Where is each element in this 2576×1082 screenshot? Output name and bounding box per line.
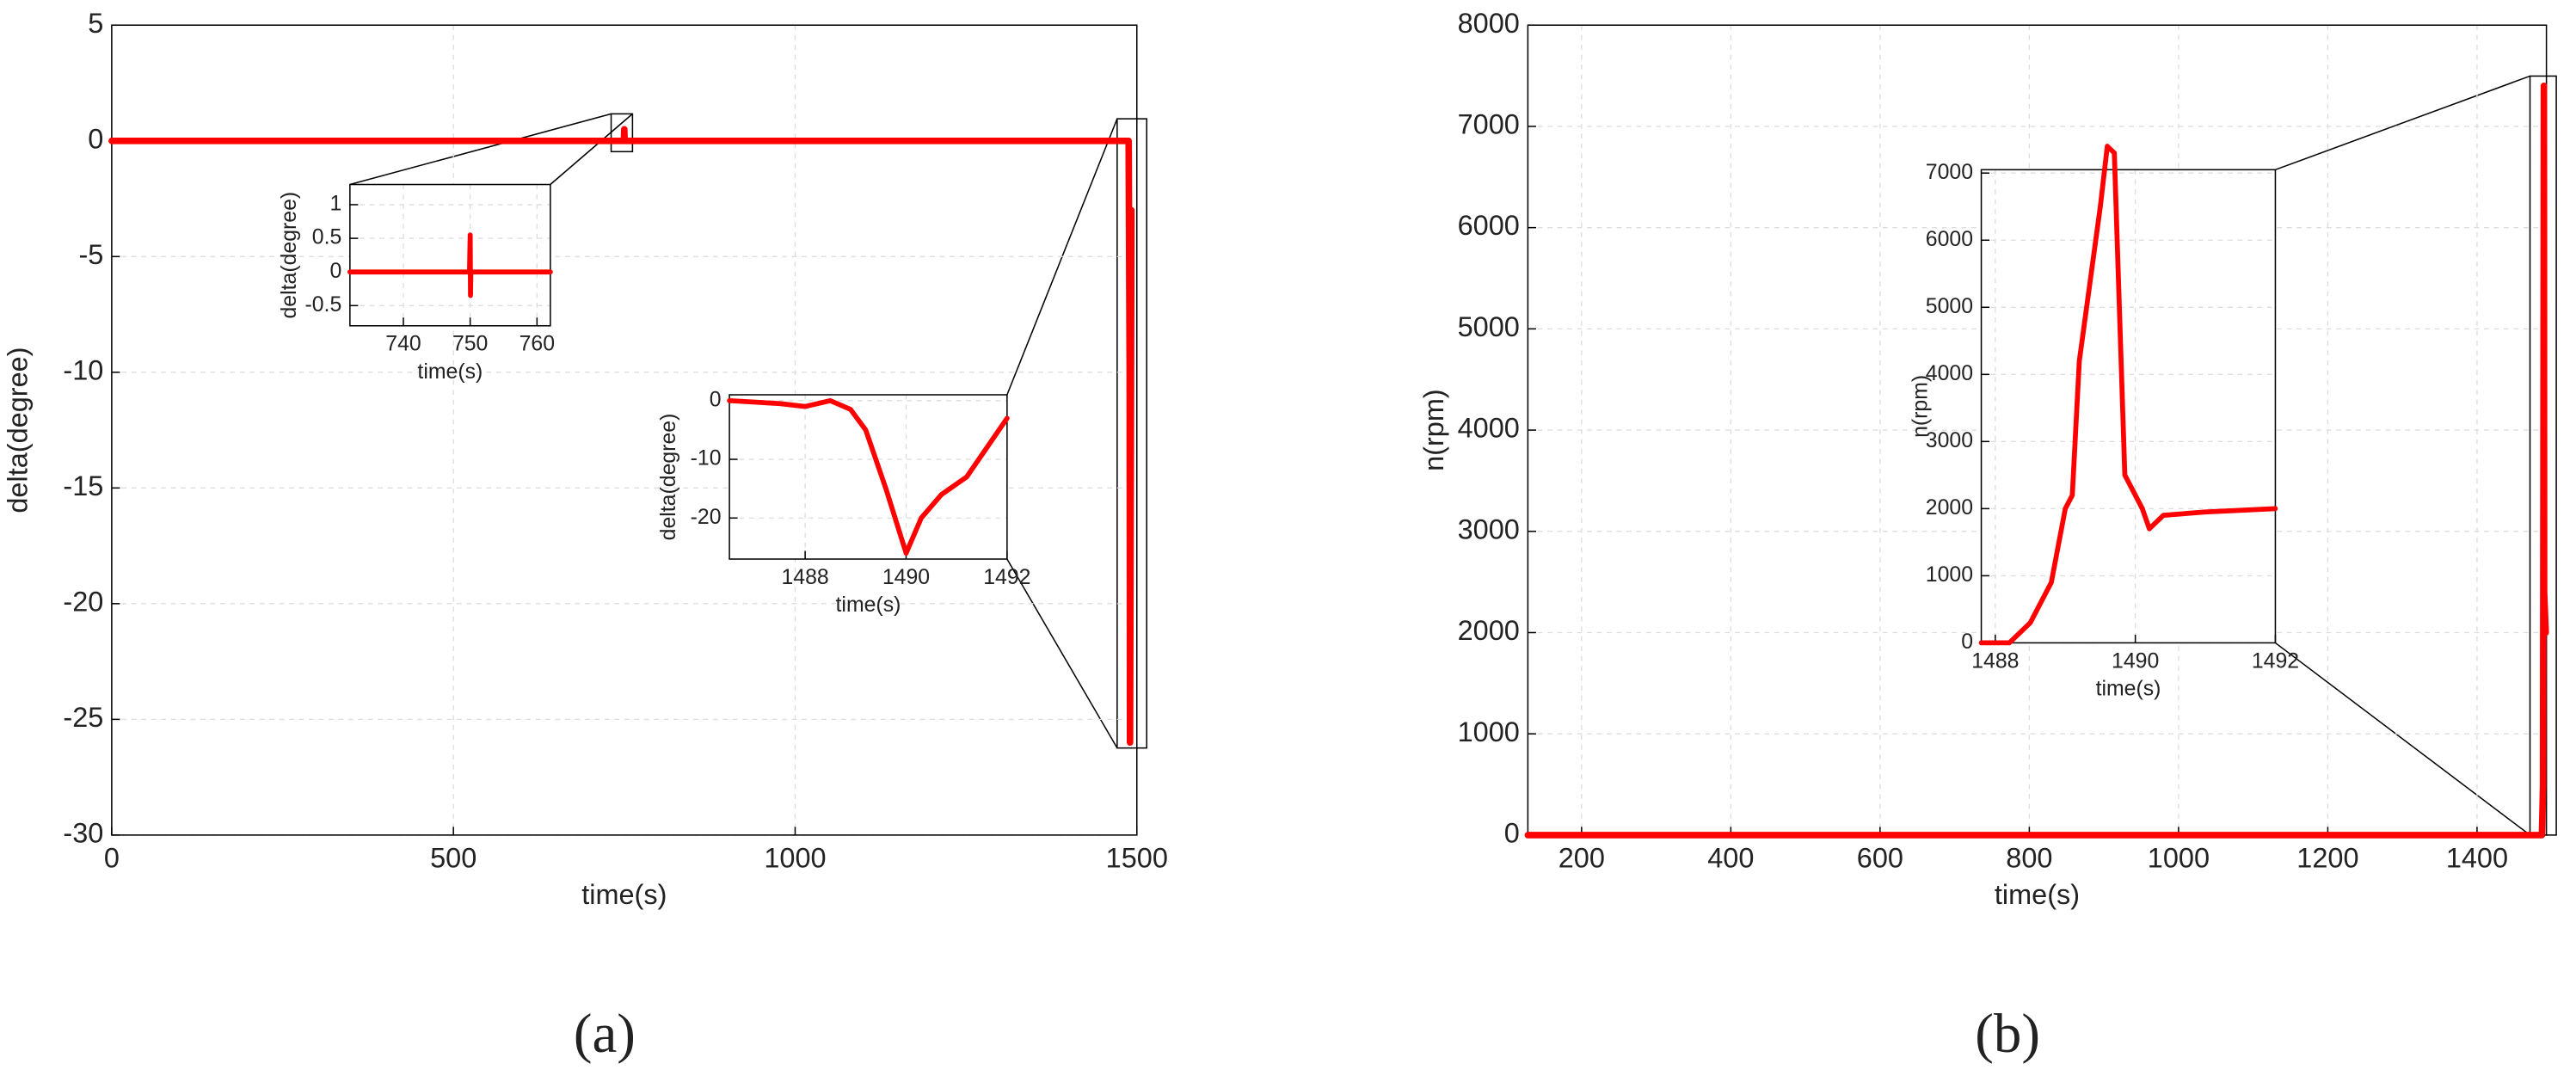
x-tick-label: 800 bbox=[2006, 843, 2052, 874]
x-axis-label: time(s) bbox=[836, 593, 901, 617]
y-tick-label: 5000 bbox=[1926, 295, 1973, 318]
y-axis-label: n(rpm) bbox=[1909, 375, 1933, 438]
x-axis-label: time(s) bbox=[581, 879, 667, 910]
caption: (b) bbox=[1975, 1003, 2040, 1065]
zoom-box bbox=[1116, 118, 1147, 749]
y-tick-label: -20 bbox=[63, 586, 103, 617]
plot-background bbox=[729, 395, 1007, 560]
data-line bbox=[347, 232, 553, 298]
data-line bbox=[1978, 144, 2278, 646]
axes-frame bbox=[729, 394, 1008, 560]
plot: -30 -25 -20 -15 -10 -5 0 5 0 500 1000 1500 time(s) de… bbox=[2, 8, 1168, 910]
x-tick-label: 400 bbox=[1707, 843, 1754, 874]
x-tick-label: 1000 bbox=[2148, 843, 2210, 874]
x-tick-label: 1200 bbox=[2296, 843, 2358, 874]
x-tick-label: 760 bbox=[520, 333, 555, 356]
x-tick-label: 740 bbox=[385, 333, 421, 356]
data-line bbox=[1524, 83, 2549, 839]
y-tick-label: 6000 bbox=[1458, 210, 1520, 241]
x-tick-label: 750 bbox=[452, 333, 488, 356]
y-tick-label: 6000 bbox=[1926, 228, 1973, 251]
zoom-markers bbox=[349, 75, 2557, 836]
y-tick-label: -25 bbox=[63, 702, 103, 733]
y-tick-label: -5 bbox=[78, 239, 103, 270]
y-tick-label: -30 bbox=[63, 817, 103, 848]
zoom-connector bbox=[550, 113, 633, 186]
y-tick-label: -10 bbox=[691, 447, 722, 470]
plot: 0 1000 2000 3000 4000 5000 6000 7000 1488 1490 149… bbox=[1909, 144, 2299, 701]
y-tick-label: 0 bbox=[88, 123, 103, 154]
y-tick-label: 0 bbox=[329, 260, 341, 283]
y-tick-label: 1000 bbox=[1458, 716, 1520, 747]
y-tick-label: 3000 bbox=[1458, 513, 1520, 544]
y-tick-label: 2000 bbox=[1926, 496, 1973, 519]
zoom-connector bbox=[2274, 642, 2530, 836]
y-axis-label: delta(degree) bbox=[657, 414, 680, 541]
y-tick-label: 1000 bbox=[1926, 563, 1973, 587]
x-tick-label: 1492 bbox=[2252, 649, 2299, 673]
y-tick-label: 5 bbox=[88, 8, 103, 39]
y-tick-label: 5000 bbox=[1458, 311, 1520, 342]
x-tick-label: 500 bbox=[430, 843, 476, 874]
x-tick-label: 1492 bbox=[983, 566, 1030, 589]
y-tick-label: 4000 bbox=[1458, 413, 1520, 444]
y-tick-label: 4000 bbox=[1926, 362, 1973, 385]
x-tick-label: 1500 bbox=[1106, 843, 1168, 874]
zoom-connector bbox=[349, 113, 612, 186]
y-tick-label: -20 bbox=[691, 506, 722, 529]
axes-frame bbox=[349, 183, 551, 327]
axes-frame bbox=[1980, 169, 2277, 644]
caption: (a) bbox=[574, 1003, 636, 1065]
x-axis-label: time(s) bbox=[1995, 879, 2080, 910]
y-tick-label: 0.5 bbox=[312, 226, 342, 249]
x-tick-label: 1400 bbox=[2446, 843, 2508, 874]
y-tick-label: 7000 bbox=[1926, 161, 1973, 184]
x-tick-label: 0 bbox=[104, 843, 120, 874]
x-tick-label: 1488 bbox=[1971, 649, 2019, 673]
x-axis-label: time(s) bbox=[417, 360, 483, 384]
y-tick-label: -0.5 bbox=[304, 293, 341, 317]
y-tick-label: 7000 bbox=[1458, 109, 1520, 140]
x-tick-label: 200 bbox=[1559, 843, 1605, 874]
x-tick-label: 600 bbox=[1857, 843, 1903, 874]
data-line bbox=[108, 126, 1135, 747]
y-tick-label: -15 bbox=[63, 470, 103, 501]
plot-background bbox=[349, 184, 550, 326]
x-tick-label: 1000 bbox=[764, 843, 826, 874]
x-tick-label: 1488 bbox=[781, 566, 828, 589]
x-tick-label: 1490 bbox=[2112, 649, 2159, 673]
zoom-connector bbox=[2275, 75, 2530, 171]
y-tick-label: 3000 bbox=[1926, 429, 1973, 452]
plot: -20 -10 0 1488 1490 1492 time(s) delta(degree) bbox=[657, 388, 1030, 617]
y-tick-label: 2000 bbox=[1458, 615, 1520, 646]
y-tick-label: -10 bbox=[63, 354, 103, 385]
y-tick-label: 0 bbox=[1961, 630, 1973, 654]
plot-background bbox=[1981, 169, 2276, 643]
zoom-connector bbox=[1006, 558, 1118, 749]
plot: -0.5 0 0.5 1 740 750 760 time(s) delta(degree) bbox=[278, 183, 555, 384]
y-tick-label: 1 bbox=[329, 193, 341, 216]
axes-frame bbox=[111, 24, 1138, 836]
y-axis-label: delta(degree) bbox=[278, 192, 301, 319]
y-axis-label: delta(degree) bbox=[2, 347, 33, 513]
x-tick-label: 1490 bbox=[882, 566, 930, 589]
x-axis-label: time(s) bbox=[2096, 678, 2161, 701]
y-tick-label: 8000 bbox=[1458, 8, 1520, 39]
y-axis-label: n(rpm) bbox=[1418, 389, 1449, 471]
y-tick-label: 0 bbox=[710, 388, 722, 411]
data-line bbox=[727, 397, 1010, 556]
y-tick-label: 0 bbox=[1504, 817, 1520, 848]
